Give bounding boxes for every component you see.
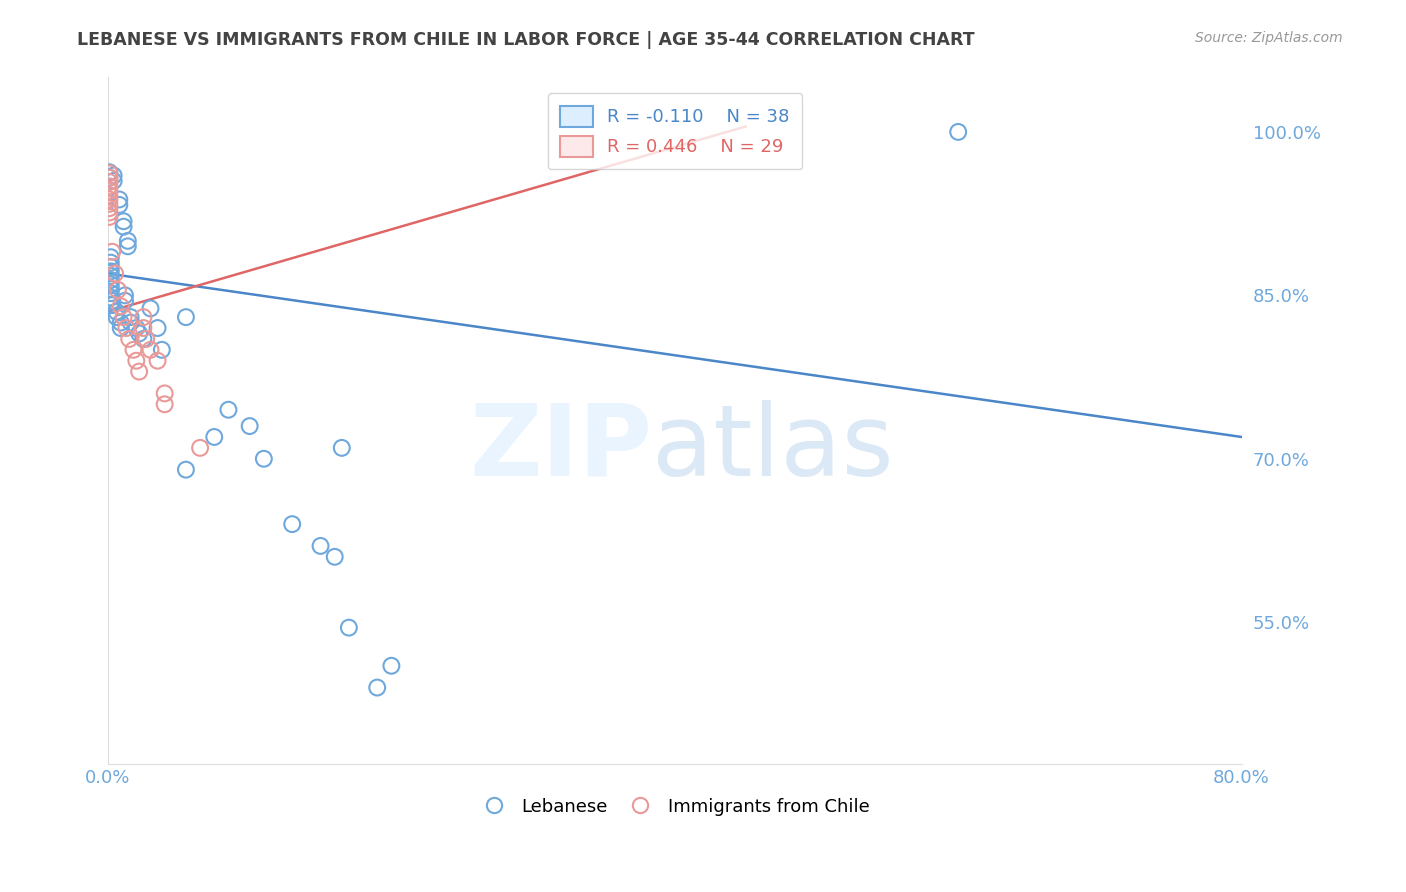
Point <box>105 310 128 325</box>
Point <box>100 277 122 292</box>
Point <box>112 219 135 234</box>
Point <box>337 621 360 635</box>
Point <box>253 451 276 466</box>
Text: Source: ZipAtlas.com: Source: ZipAtlas.com <box>1195 31 1343 45</box>
Point <box>118 332 141 346</box>
Point <box>114 293 136 308</box>
Point <box>100 291 122 305</box>
Point <box>150 343 173 357</box>
Point <box>153 397 176 411</box>
Point <box>120 316 142 330</box>
Point <box>239 419 262 434</box>
Point <box>112 214 135 228</box>
Point <box>101 244 124 259</box>
Point <box>117 234 139 248</box>
Point <box>139 301 162 316</box>
Point <box>153 386 176 401</box>
Point <box>100 250 122 264</box>
Point <box>98 201 121 215</box>
Point <box>100 268 122 283</box>
Point <box>117 239 139 253</box>
Point <box>98 188 121 202</box>
Point <box>98 166 121 180</box>
Point <box>98 184 121 198</box>
Point <box>132 321 155 335</box>
Point <box>98 205 121 219</box>
Point <box>100 264 122 278</box>
Point <box>202 430 225 444</box>
Point <box>125 321 148 335</box>
Point <box>115 321 138 335</box>
Point <box>104 267 127 281</box>
Point <box>217 402 239 417</box>
Point <box>174 463 197 477</box>
Point <box>174 310 197 325</box>
Point <box>100 255 122 269</box>
Point <box>98 210 121 224</box>
Point <box>100 286 122 301</box>
Point <box>98 196 121 211</box>
Point <box>380 658 402 673</box>
Point <box>120 310 142 325</box>
Point <box>105 304 128 318</box>
Point <box>100 260 122 274</box>
Point <box>128 365 150 379</box>
Point <box>323 549 346 564</box>
Point <box>132 310 155 325</box>
Point <box>135 332 157 346</box>
Point <box>100 273 122 287</box>
Point <box>103 174 125 188</box>
Point <box>330 441 353 455</box>
Point <box>98 179 121 194</box>
Point <box>98 165 121 179</box>
Text: LEBANESE VS IMMIGRANTS FROM CHILE IN LABOR FORCE | AGE 35-44 CORRELATION CHART: LEBANESE VS IMMIGRANTS FROM CHILE IN LAB… <box>77 31 974 49</box>
Point <box>108 193 131 207</box>
Point <box>125 353 148 368</box>
Legend: Lebanese, Immigrants from Chile: Lebanese, Immigrants from Chile <box>472 789 876 823</box>
Point <box>128 326 150 341</box>
Point <box>101 298 124 312</box>
Point <box>98 175 121 189</box>
Point <box>946 125 969 139</box>
Point <box>103 169 125 183</box>
Point <box>112 310 135 325</box>
Point <box>98 193 121 207</box>
Point <box>309 539 332 553</box>
Point <box>122 343 145 357</box>
Text: ZIP: ZIP <box>470 400 652 497</box>
Point <box>110 321 132 335</box>
Point <box>101 293 124 308</box>
Point <box>100 282 122 296</box>
Point <box>188 441 211 455</box>
Point <box>281 517 304 532</box>
Point <box>132 332 155 346</box>
Point <box>366 681 388 695</box>
Point <box>114 288 136 302</box>
Point <box>146 353 169 368</box>
Point <box>98 170 121 185</box>
Point <box>98 170 121 185</box>
Point <box>107 283 129 297</box>
Point <box>139 343 162 357</box>
Point <box>110 316 132 330</box>
Text: atlas: atlas <box>652 400 894 497</box>
Point <box>108 198 131 212</box>
Point <box>110 299 132 313</box>
Point <box>146 321 169 335</box>
